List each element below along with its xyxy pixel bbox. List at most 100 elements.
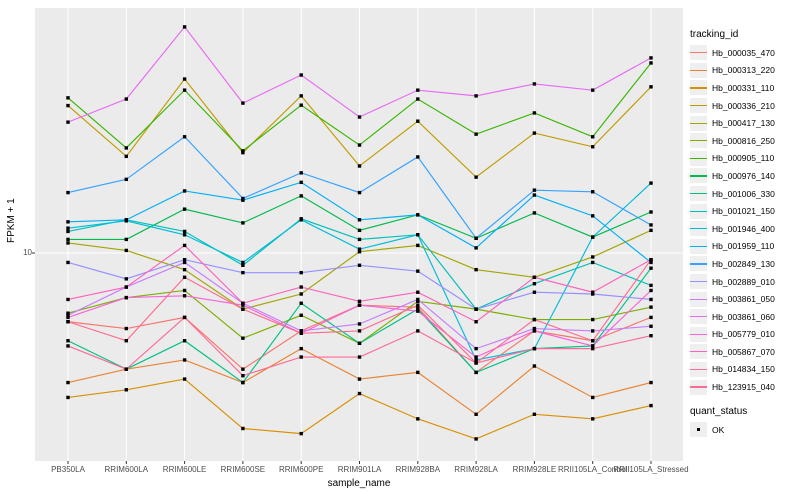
data-point — [299, 331, 303, 335]
data-point — [474, 358, 478, 362]
data-point — [649, 266, 653, 270]
data-point — [124, 285, 128, 289]
legend-key-swatch — [690, 256, 707, 272]
data-point — [357, 303, 362, 307]
data-point — [241, 260, 245, 265]
line-sample-icon — [690, 386, 707, 388]
data-point — [124, 248, 128, 253]
legend-tracking-items: Hb_000035_470 Hb_000313_220 Hb_000331_110 H… — [690, 44, 800, 396]
data-point — [241, 426, 245, 431]
line-sample-icon — [690, 175, 707, 177]
data-point — [66, 395, 70, 400]
data-point — [66, 339, 70, 343]
data-point — [66, 260, 70, 265]
data-point — [591, 317, 595, 322]
legend-key-swatch — [690, 361, 707, 377]
legend-item-label: Hb_005779_010 — [712, 329, 775, 340]
data-point — [357, 247, 362, 251]
data-point — [299, 194, 303, 198]
data-point — [182, 339, 187, 343]
data-point — [532, 412, 537, 416]
data-point — [591, 329, 595, 333]
data-point — [124, 237, 128, 242]
line-sample-icon — [690, 316, 707, 318]
data-point — [474, 307, 478, 311]
data-point — [182, 207, 187, 211]
data-point — [591, 260, 595, 265]
legend-key-swatch — [690, 115, 707, 131]
data-point — [299, 285, 303, 289]
legend-key-swatch — [690, 98, 707, 114]
data-point — [66, 313, 70, 317]
data-point — [66, 297, 70, 302]
y-axis-title: FPKM + 1 — [6, 198, 17, 243]
legend-key-swatch — [690, 62, 707, 78]
legend-item-Hb_002889_010: Hb_002889_010 — [690, 273, 800, 291]
data-point — [66, 241, 70, 245]
legend-item-label: Hb_002889_010 — [712, 276, 775, 287]
legend-item-label: Hb_123915_040 — [712, 382, 775, 393]
data-point — [591, 214, 595, 218]
data-point — [299, 94, 303, 98]
data-point — [124, 277, 128, 281]
data-point — [182, 288, 187, 293]
data-point — [299, 355, 303, 359]
legend-key-swatch — [690, 238, 707, 254]
data-point — [182, 315, 187, 320]
data-point — [416, 269, 420, 273]
data-point — [532, 275, 537, 279]
legend-item-label: OK — [712, 424, 725, 435]
x-tick-label: RRII105LA_Stressed — [613, 465, 689, 474]
data-point — [474, 236, 478, 240]
data-point — [416, 119, 420, 123]
data-point — [649, 315, 653, 320]
data-point — [474, 175, 478, 179]
legend-item-Hb_003861_050: Hb_003861_050 — [690, 290, 800, 308]
line-sample-icon — [690, 368, 707, 371]
data-point — [649, 283, 653, 288]
data-point — [182, 25, 187, 29]
data-point — [591, 190, 595, 194]
data-point — [591, 255, 595, 259]
line-sample-icon — [690, 280, 707, 283]
data-point — [182, 189, 187, 193]
data-point — [532, 290, 537, 294]
data-point — [124, 339, 128, 343]
data-point — [124, 146, 128, 150]
square-point-icon — [696, 427, 701, 432]
legend-item-Hb_000976_140: Hb_000976_140 — [690, 167, 800, 185]
data-point — [649, 228, 653, 233]
legend-item-Hb_000905_110: Hb_000905_110 — [690, 150, 800, 168]
legend-item-Hb_000417_130: Hb_000417_130 — [690, 114, 800, 132]
legend-item-label: Hb_003861_060 — [712, 311, 775, 322]
data-point — [474, 370, 478, 375]
legend-item-label: Hb_003861_050 — [712, 294, 775, 305]
x-tick-label: RRIM600SE — [220, 465, 266, 474]
legend-item-label: Hb_000336_210 — [712, 100, 775, 111]
legend-item-label: Hb_014834_150 — [712, 364, 775, 375]
data-point — [416, 309, 420, 313]
legend-item-label: Hb_000417_130 — [712, 118, 775, 129]
data-point — [66, 220, 70, 224]
data-point — [357, 341, 362, 346]
data-point — [241, 303, 245, 307]
data-point — [591, 235, 595, 239]
data-point — [591, 88, 595, 92]
line-sample-icon — [690, 351, 707, 353]
data-point — [299, 180, 303, 185]
data-point — [532, 82, 537, 86]
data-point — [357, 228, 362, 233]
data-point — [357, 237, 362, 242]
data-point — [474, 94, 478, 98]
data-point — [182, 267, 187, 272]
line-sample-icon — [690, 245, 707, 247]
legend-item-Hb_014834_150: Hb_014834_150 — [690, 361, 800, 379]
data-point — [416, 370, 420, 375]
data-point — [649, 288, 653, 293]
legend-item-Hb_000816_250: Hb_000816_250 — [690, 132, 800, 150]
data-point — [474, 437, 478, 441]
data-point — [416, 155, 420, 159]
data-point — [416, 305, 420, 309]
data-point — [299, 73, 303, 77]
